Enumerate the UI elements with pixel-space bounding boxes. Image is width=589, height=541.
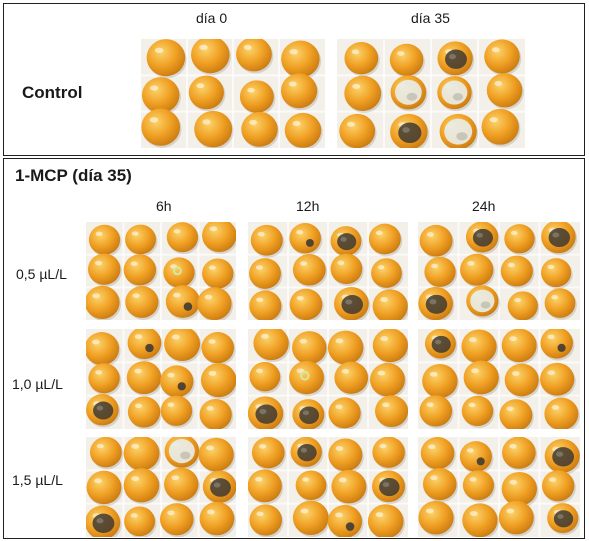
column-label-day-0: día 0 (196, 10, 228, 26)
treatment-title: 1-MCP (día 35) (15, 166, 132, 185)
photo-1-0-6h (86, 329, 236, 429)
column-label-24h: 24h (472, 198, 496, 214)
column-label-12h: 12h (296, 198, 320, 214)
column-label-6h: 6h (156, 198, 172, 214)
photo-0-5-24h (418, 222, 580, 320)
row-label-1-0: 1,0 µL/L (12, 376, 63, 392)
photo-control-day-0 (141, 39, 325, 148)
photo-0-5-6h (86, 222, 236, 320)
photo-1-5-24h (418, 437, 580, 537)
photo-0-5-12h (248, 222, 408, 320)
photo-1-5-12h (248, 437, 408, 537)
row-label-0-5: 0,5 µL/L (16, 266, 67, 282)
photo-1-0-24h (418, 329, 580, 429)
row-label-1-5: 1,5 µL/L (12, 472, 63, 488)
photo-1-0-12h (248, 329, 408, 429)
control-row-label: Control (22, 83, 83, 102)
photo-control-day-35 (337, 39, 525, 148)
photo-1-5-6h (86, 437, 236, 537)
column-label-day-35: día 35 (411, 10, 450, 26)
